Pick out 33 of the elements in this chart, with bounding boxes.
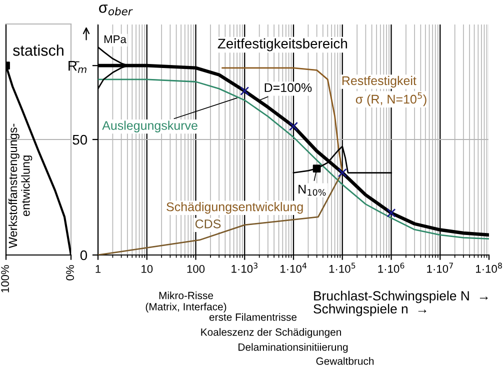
annotation: Restfestigkeit xyxy=(342,76,416,88)
text: Mikro-Risse (Matrix, Interface) xyxy=(146,292,226,312)
annotation: Schädigungsentwicklung xyxy=(166,202,303,214)
x-tick-label: 10 xyxy=(142,265,153,273)
text: Gewaltbruch xyxy=(316,357,374,365)
annotation: Auslegungskurve xyxy=(102,120,198,132)
x-tick-label: 1·10$^{3}$ xyxy=(232,262,258,273)
text: erste Filamentrisse xyxy=(209,313,297,321)
x-tick-label: 1·10$^{7}$ xyxy=(427,262,453,273)
x-tick-label: 0% xyxy=(66,265,74,280)
annotation: σ (R, N=10$^{5}$) xyxy=(356,92,426,106)
annotation: statisch xyxy=(13,44,64,56)
text: Delaminationsinitiierung xyxy=(238,343,348,353)
y-tick-label: R̄$_{m}$ xyxy=(68,61,86,73)
annotation: MPa xyxy=(104,35,126,44)
x-axis-title: Bruchlast-Schwingspiele N → xyxy=(314,290,488,304)
x-tick-label: 1·10$^{8}$ xyxy=(476,262,502,273)
text: Koaleszenz der Schädigungen xyxy=(201,328,341,338)
x-tick-label: 100 xyxy=(187,265,205,273)
annotation: Werkstoffanstrengungs- entwicklung xyxy=(8,124,32,248)
annotation: CDS xyxy=(195,219,221,228)
y-tick-label: 0 xyxy=(80,250,88,260)
x-tick-label: 1 xyxy=(96,265,101,273)
x-tick-label: 1·10$^{4}$ xyxy=(280,262,307,273)
x-tick-label: 1·10$^{5}$ xyxy=(329,262,356,273)
annotation: Zeitfestigkeitsbereich xyxy=(218,38,347,52)
y-tick-label: 50 xyxy=(72,134,88,145)
x-tick-label: 1·10$^{6}$ xyxy=(378,262,404,273)
text: Schwingspiele n → xyxy=(314,304,426,316)
annotation: N$_{10%}$ xyxy=(298,184,326,196)
y-axis-title: σ$_{ober}$ xyxy=(99,4,133,16)
x-tick-label: 100% xyxy=(1,265,9,292)
annotation: D=100% xyxy=(264,83,312,92)
